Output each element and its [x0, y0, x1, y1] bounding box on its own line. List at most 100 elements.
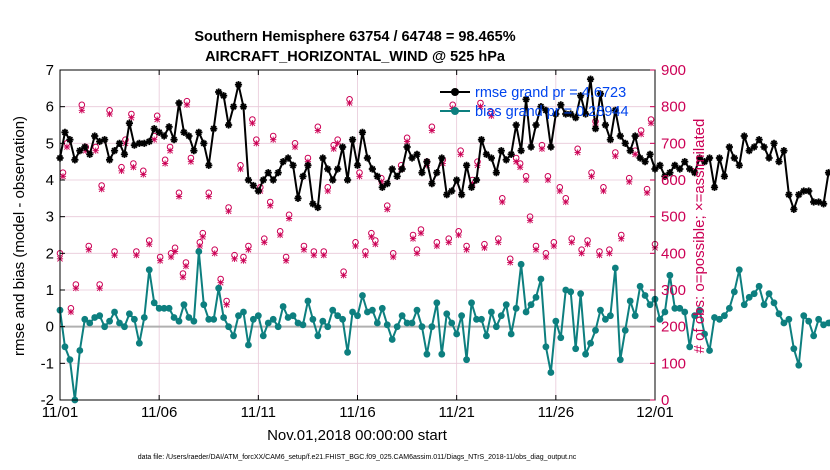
rmse-point: [428, 180, 436, 188]
bias-point: [81, 315, 89, 323]
bias-point: [314, 332, 322, 340]
obs-assimilated-marker: [596, 252, 603, 259]
obs-assimilated-marker: [542, 253, 550, 261]
rmse-point: [220, 92, 228, 100]
rmse-point: [348, 136, 357, 144]
bias-point: [126, 310, 133, 318]
obs-assimilated-marker: [403, 138, 411, 145]
bias-series: [56, 248, 830, 404]
rmse-point: [324, 165, 332, 173]
bias-point: [180, 301, 188, 309]
bias-point: [815, 315, 823, 323]
obs-assimilated-marker: [245, 246, 252, 253]
obs-assimilated-marker: [182, 263, 190, 270]
bias-point: [458, 312, 466, 320]
rmse-point: [671, 161, 679, 169]
obs-assimilated-marker: [538, 145, 546, 152]
bias-point: [487, 308, 495, 316]
bias-point: [145, 266, 153, 274]
bias-point: [740, 301, 748, 309]
rmse-point: [299, 172, 307, 180]
y-tick-label-right: 0: [661, 392, 669, 409]
bias-point: [334, 312, 342, 320]
rmse-point: [681, 158, 689, 166]
rmse-point: [646, 150, 654, 158]
rmse-point: [229, 103, 238, 111]
rmse-series: [56, 75, 830, 213]
obs-assimilated-marker: [606, 250, 613, 257]
obs-assimilated-marker: [526, 217, 534, 224]
rmse-point: [195, 128, 203, 136]
y-tick-label-left: 6: [46, 99, 54, 116]
obs-assimilated-marker: [111, 252, 118, 259]
y-tick-label-right: 400: [661, 245, 686, 262]
obs-assimilated-marker: [92, 147, 99, 154]
obs-assimilated-marker: [352, 242, 359, 250]
bias-point: [502, 301, 510, 309]
rmse-point: [249, 181, 257, 190]
bias-point: [121, 323, 128, 331]
rmse-point: [487, 154, 495, 162]
bias-point: [606, 312, 614, 320]
obs-assimilated-marker: [457, 151, 464, 158]
rmse-point: [239, 103, 248, 111]
rmse-point: [601, 121, 610, 129]
bias-point: [378, 304, 386, 312]
rmse-point: [185, 132, 193, 140]
rmse-point: [785, 191, 793, 199]
rmse-point: [462, 161, 471, 169]
bias-point: [359, 292, 366, 299]
rmse-point: [76, 147, 84, 155]
obs-assimilated-marker: [187, 158, 195, 165]
rmse-point: [358, 128, 367, 136]
rmse-point: [433, 169, 441, 177]
bias-point: [730, 288, 738, 296]
rmse-point: [656, 161, 664, 169]
bias-point: [264, 319, 272, 327]
bias-point: [299, 321, 307, 329]
obs-assimilated-marker: [118, 167, 125, 174]
rmse-point: [408, 154, 416, 162]
rmse-point: [71, 156, 79, 164]
obs-assimilated-marker: [637, 131, 645, 138]
bias-point: [339, 315, 347, 323]
obs-assimilated-marker: [532, 246, 540, 253]
rmse-point: [294, 194, 302, 202]
y-tick-label-right: 900: [661, 62, 686, 79]
bias-point: [636, 282, 644, 290]
bias-point: [61, 343, 69, 351]
bias-point: [691, 312, 699, 320]
bias-point: [225, 323, 232, 331]
x-ticks: 11/01 11/06 11/11 11/16 11/21 11/26 12/01: [42, 70, 674, 421]
obs-assimilated-marker: [249, 120, 256, 127]
obs-assimilated-marker: [171, 248, 179, 255]
rmse-point: [636, 154, 644, 162]
bias-point: [215, 284, 223, 292]
rmse-point: [819, 200, 828, 208]
rmse-point: [591, 125, 600, 133]
bias-point: [220, 314, 228, 321]
rmse-point: [343, 176, 352, 184]
bias-point: [706, 347, 713, 354]
rmse-point: [512, 121, 520, 129]
rmse-point: [577, 92, 585, 100]
obs-assimilated-marker: [488, 112, 495, 119]
obs-assimilated-marker: [384, 206, 391, 213]
bias-point: [572, 345, 580, 353]
rmse-point: [145, 137, 153, 146]
bias-point: [537, 275, 545, 283]
bias-point: [101, 323, 109, 331]
bias-point: [760, 301, 768, 309]
y-tick-label-left: 3: [46, 209, 54, 226]
rmse-point: [388, 165, 396, 173]
obs-assimilated-marker: [612, 153, 619, 160]
rmse-point: [244, 176, 253, 184]
rmse-point: [537, 103, 545, 111]
bias-point: [354, 312, 361, 320]
obs-assimilated-marker: [67, 308, 75, 316]
y-tick-label-left: 7: [46, 62, 54, 79]
obs-assimilated-marker: [324, 187, 331, 195]
rmse-point: [438, 154, 446, 162]
x-tick-label: 11/01: [42, 404, 78, 421]
obs-assimilated-marker: [618, 235, 625, 242]
